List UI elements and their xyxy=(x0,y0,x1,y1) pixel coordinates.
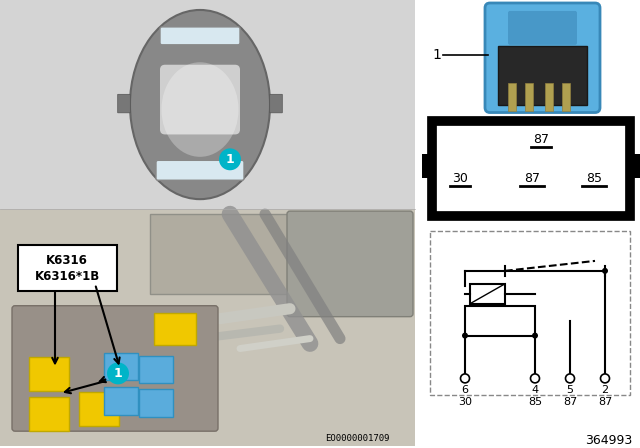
Bar xyxy=(422,155,432,178)
FancyBboxPatch shape xyxy=(79,392,119,426)
FancyBboxPatch shape xyxy=(29,397,69,431)
Bar xyxy=(465,306,535,336)
Text: 5: 5 xyxy=(566,385,573,395)
FancyBboxPatch shape xyxy=(508,11,577,45)
FancyBboxPatch shape xyxy=(287,211,413,317)
Text: 87: 87 xyxy=(524,172,540,185)
Circle shape xyxy=(602,268,608,274)
FancyBboxPatch shape xyxy=(139,389,173,417)
FancyBboxPatch shape xyxy=(269,94,282,113)
Text: 85: 85 xyxy=(586,172,602,185)
Bar xyxy=(150,214,410,294)
FancyBboxPatch shape xyxy=(156,160,244,180)
FancyBboxPatch shape xyxy=(160,65,240,134)
Ellipse shape xyxy=(130,10,270,199)
FancyBboxPatch shape xyxy=(118,94,131,113)
Circle shape xyxy=(532,332,538,339)
Bar xyxy=(0,209,415,446)
Bar xyxy=(630,155,640,178)
Text: 87: 87 xyxy=(598,397,612,407)
Text: 87: 87 xyxy=(533,133,549,146)
FancyBboxPatch shape xyxy=(432,121,630,216)
FancyBboxPatch shape xyxy=(485,3,600,112)
FancyBboxPatch shape xyxy=(154,313,196,345)
Bar xyxy=(525,82,533,111)
Bar xyxy=(508,82,516,111)
Text: 1: 1 xyxy=(433,48,442,62)
Text: 2: 2 xyxy=(602,385,609,395)
FancyBboxPatch shape xyxy=(498,46,587,104)
Circle shape xyxy=(600,374,609,383)
Circle shape xyxy=(219,148,241,170)
Bar xyxy=(470,284,505,304)
Text: 30: 30 xyxy=(458,397,472,407)
Text: 30: 30 xyxy=(452,172,468,185)
FancyBboxPatch shape xyxy=(160,27,240,45)
FancyBboxPatch shape xyxy=(12,306,218,431)
Bar xyxy=(562,82,570,111)
Circle shape xyxy=(461,374,470,383)
FancyBboxPatch shape xyxy=(104,388,138,415)
Text: EO0000001709: EO0000001709 xyxy=(326,434,390,443)
Text: 6: 6 xyxy=(461,385,468,395)
Circle shape xyxy=(566,374,575,383)
Ellipse shape xyxy=(161,62,239,157)
Text: 1: 1 xyxy=(226,153,234,166)
Circle shape xyxy=(462,332,468,339)
Text: 4: 4 xyxy=(531,385,539,395)
Text: 85: 85 xyxy=(528,397,542,407)
Text: K6316*1B: K6316*1B xyxy=(35,270,100,283)
Text: 364993: 364993 xyxy=(585,434,632,447)
FancyBboxPatch shape xyxy=(29,358,69,392)
FancyBboxPatch shape xyxy=(430,231,630,395)
Text: 1: 1 xyxy=(114,367,122,380)
Text: K6316: K6316 xyxy=(46,254,88,267)
Circle shape xyxy=(107,362,129,384)
FancyBboxPatch shape xyxy=(18,245,117,291)
Circle shape xyxy=(531,374,540,383)
Bar xyxy=(0,0,415,209)
Text: 87: 87 xyxy=(563,397,577,407)
FancyBboxPatch shape xyxy=(139,356,173,383)
FancyBboxPatch shape xyxy=(104,353,138,380)
Bar xyxy=(545,82,553,111)
